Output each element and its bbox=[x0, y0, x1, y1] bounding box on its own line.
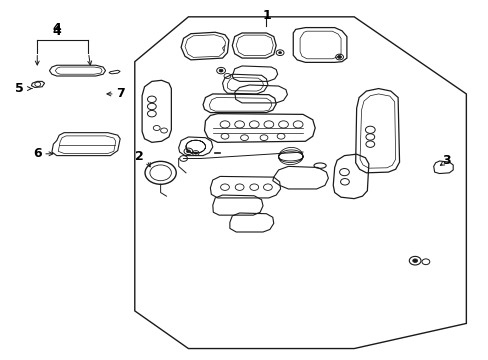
Text: 2: 2 bbox=[135, 150, 144, 163]
Text: 6: 6 bbox=[33, 147, 41, 159]
Text: 7: 7 bbox=[116, 87, 124, 100]
Circle shape bbox=[186, 150, 190, 153]
Circle shape bbox=[412, 259, 417, 262]
Circle shape bbox=[219, 69, 223, 72]
Text: 4: 4 bbox=[52, 22, 61, 35]
Text: 5: 5 bbox=[15, 82, 23, 95]
Circle shape bbox=[194, 152, 197, 154]
Circle shape bbox=[337, 55, 341, 58]
Text: 1: 1 bbox=[262, 9, 270, 22]
Text: 3: 3 bbox=[442, 154, 450, 167]
Text: 4: 4 bbox=[52, 25, 61, 38]
Circle shape bbox=[278, 51, 281, 54]
